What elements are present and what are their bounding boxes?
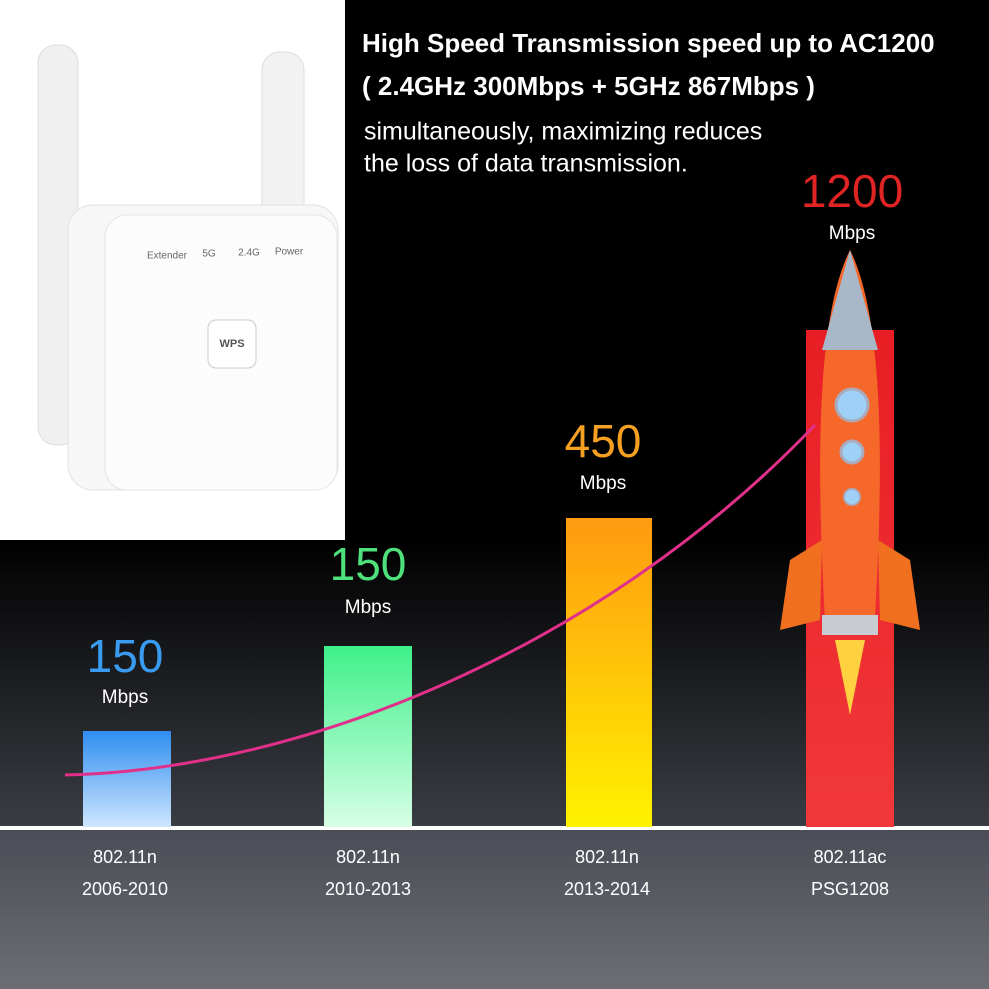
headline: ( 2.4GHz 300Mbps + 5GHz 867Mbps ): [362, 71, 815, 101]
period: 2010-2013: [325, 879, 411, 899]
router: WPS Extender 5G 2.4G Power: [0, 0, 345, 540]
indicator: 5G: [202, 249, 216, 260]
bar-value: 150: [87, 630, 164, 682]
bar-unit: Mbps: [580, 473, 626, 494]
bar-value: 150: [330, 538, 407, 590]
indicator: Power: [275, 247, 304, 258]
period: PSG1208: [811, 879, 889, 899]
period: 2006-2010: [82, 879, 168, 899]
trend-curve: [64, 423, 817, 777]
baseline: [0, 826, 989, 830]
subline: the loss of data transmission.: [364, 150, 688, 178]
rocket: [780, 250, 920, 715]
standard: 802.11n: [93, 847, 157, 867]
bar-value: 450: [565, 415, 642, 467]
bar-unit: Mbps: [829, 223, 875, 244]
subline: simultaneously, maximizing reduces: [364, 118, 762, 146]
bar-unit: Mbps: [102, 687, 148, 708]
bar-value: 1200: [801, 165, 903, 217]
standard: 802.11n: [336, 847, 400, 867]
standard: 802.11ac: [814, 847, 887, 867]
headline: High Speed Transmission speed up to AC12…: [362, 28, 935, 58]
wps-button: WPS: [219, 338, 244, 350]
indicator: 2.4G: [238, 248, 260, 259]
floor: [0, 830, 989, 989]
period: 2013-2014: [564, 879, 650, 899]
standard: 802.11n: [575, 847, 639, 867]
bar: [324, 646, 412, 827]
bar: [83, 731, 171, 827]
indicator: Extender: [147, 251, 188, 262]
bar-unit: Mbps: [345, 597, 391, 618]
bar: [566, 518, 652, 827]
